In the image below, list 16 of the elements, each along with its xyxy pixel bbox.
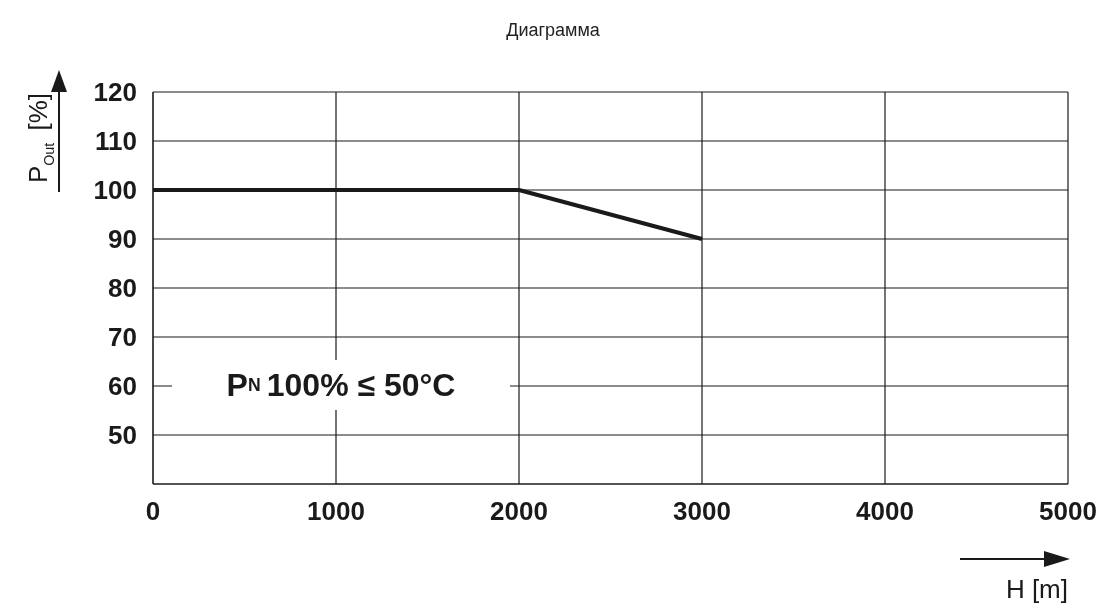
y-tick-label: 110 [95, 126, 137, 157]
y-tick-label: 100 [93, 175, 137, 206]
y-tick-label: 60 [108, 371, 137, 402]
x-tick-label: 1000 [307, 496, 365, 527]
y-tick-label: 120 [93, 77, 137, 108]
y-tick-label: 70 [108, 322, 137, 353]
x-tick-label: 3000 [673, 496, 731, 527]
x-axis-title: H [m] [1005, 574, 1068, 605]
y-tick-label: 80 [108, 273, 137, 304]
chart-title: Диаграмма [505, 20, 601, 41]
y-tick-label: 50 [108, 420, 137, 451]
x-tick-label: 2000 [490, 496, 548, 527]
x-tick-label: 4000 [856, 496, 914, 527]
x-tick-label: 5000 [1039, 496, 1097, 527]
x-tick-label: 0 [145, 496, 161, 527]
y-tick-label: 90 [108, 224, 137, 255]
